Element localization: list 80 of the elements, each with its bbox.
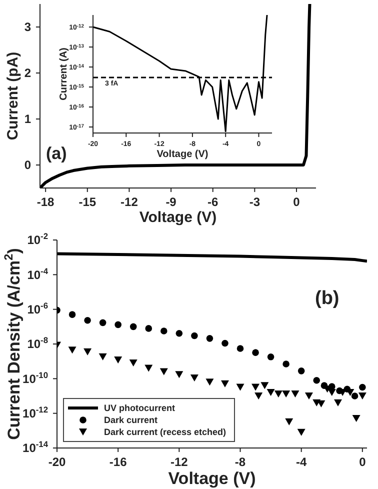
point (175, 371, 184, 378)
y-tick-label: 10$^{-6}$ (27, 300, 48, 317)
point (206, 378, 214, 386)
x-axis-title: Voltage (V) (168, 469, 256, 488)
point (267, 354, 274, 360)
x-tick-label: -9 (166, 195, 177, 209)
point (328, 388, 336, 396)
point (190, 374, 198, 382)
point (358, 392, 366, 400)
point (304, 392, 313, 400)
y-tick-label: 10$^{-10}$ (22, 370, 48, 386)
x-tick-label: -15 (78, 195, 96, 209)
x-tick-label: -4 (296, 455, 307, 469)
point (114, 321, 122, 328)
x-tick-label: -6 (208, 195, 219, 209)
point (68, 311, 76, 318)
legend-label: Dark current (104, 415, 158, 425)
point (144, 364, 153, 372)
y-tick-label: 10$^{-2}$ (27, 231, 48, 248)
x-tick-label: -3 (249, 195, 260, 209)
y-tick-label: 2 (24, 66, 32, 80)
x-tick-label: -18 (36, 195, 55, 209)
point (98, 353, 107, 360)
point (236, 345, 244, 352)
point (260, 382, 269, 390)
point (145, 325, 152, 332)
point (313, 376, 320, 384)
point (236, 384, 244, 391)
y-tick-label: 0 (24, 158, 32, 172)
point (282, 360, 290, 368)
x-axis-title: Voltage (V) (156, 149, 208, 160)
y-tick-label: 10$^{-4}$ (27, 266, 48, 282)
y-tick-label: 10$^{-8}$ (27, 335, 48, 352)
point (130, 323, 137, 330)
point (352, 415, 360, 422)
point (359, 384, 366, 391)
point (254, 392, 263, 400)
y-tick-label: 1 (24, 112, 32, 126)
point (298, 368, 305, 374)
point (252, 384, 260, 391)
legend-label: Dark current (recess etched) (104, 427, 226, 437)
annotation: (a) (46, 144, 67, 164)
x-tick-label: -20 (48, 455, 66, 469)
point (99, 319, 106, 326)
point (191, 332, 198, 340)
point (220, 380, 229, 388)
point (282, 390, 290, 398)
point (129, 360, 138, 367)
point (84, 348, 92, 356)
point (176, 330, 183, 337)
point (206, 335, 214, 342)
x-tick-label: -16 (109, 455, 128, 469)
point (114, 356, 122, 364)
point (68, 346, 76, 354)
x-tick-label: -12 (120, 195, 138, 209)
point (84, 316, 91, 324)
y-tick-label: 3 (24, 20, 32, 34)
point (334, 399, 342, 406)
point (252, 349, 259, 356)
x-tick-label: -12 (170, 455, 188, 469)
x-axis-title: Voltage (V) (139, 209, 217, 226)
point (160, 328, 168, 334)
y-axis-title: Current (pA) (4, 52, 22, 140)
x-tick-label: -8 (234, 455, 246, 469)
point (297, 428, 306, 436)
point (291, 390, 300, 398)
x-tick-label: 0 (293, 195, 300, 209)
line-series (57, 252, 367, 263)
point (285, 418, 294, 426)
y-axis-title: Current (A) (58, 48, 70, 100)
point (160, 368, 168, 376)
y-tick-label: 10$^{-14}$ (22, 439, 48, 456)
x-tick-label: 0 (359, 455, 366, 469)
point (274, 390, 282, 398)
point (266, 388, 275, 396)
legend-label: UV photocurrent (104, 403, 175, 413)
point (222, 340, 228, 347)
annotation: (b) (315, 288, 340, 310)
point (351, 392, 358, 400)
y-tick-label: 10$^{-12}$ (22, 404, 48, 421)
